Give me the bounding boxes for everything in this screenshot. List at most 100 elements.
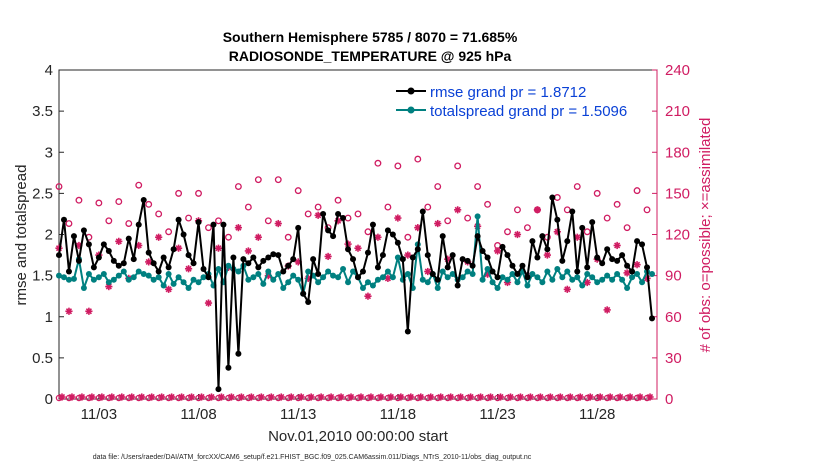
obs-possible-point: [264, 217, 272, 225]
obs-assimilated-stroke: [188, 393, 195, 401]
rmse-point: [85, 241, 92, 248]
rmse-point: [584, 264, 591, 271]
rmse-point: [569, 208, 576, 215]
rmse-point: [629, 268, 636, 275]
obs-assimilated-stroke: [617, 393, 624, 401]
totalspread-point: [335, 274, 342, 281]
obs-assimilated-point: [135, 241, 143, 250]
totalspread-point: [534, 274, 541, 281]
left-tick-label: 1: [45, 309, 53, 326]
obs-possible-point: [105, 217, 113, 225]
rmse-point: [275, 252, 282, 259]
left-axis-ticks: 0 0.5 1 1.5 2 2.5 3 3.5 4: [32, 62, 64, 408]
obs-assimilated-baseline-point: [566, 393, 574, 401]
rmse-point: [285, 262, 292, 269]
obs-possible-point: [504, 228, 511, 236]
rmse-point: [444, 264, 451, 271]
obs-assimilated-stroke: [98, 393, 105, 401]
rmse-point: [195, 219, 202, 226]
totalspread-point: [100, 270, 107, 277]
totalspread-point: [85, 270, 92, 277]
totalspread-point: [320, 274, 327, 281]
totalspread-point: [379, 274, 386, 281]
obs-assimilated-stroke: [614, 242, 621, 249]
obs-assimilated-stroke: [185, 265, 192, 272]
obs-assimilated-baseline-point: [357, 393, 365, 401]
totalspread-point: [245, 276, 252, 283]
obs-assimilated-stroke: [148, 393, 155, 401]
obs-possible-point: [205, 224, 212, 232]
obs-assimilated-point: [563, 285, 571, 293]
totalspread-point: [504, 276, 511, 283]
right-tick-label: 90: [665, 268, 682, 285]
rmse-point: [120, 260, 127, 267]
rmse-point: [350, 256, 357, 263]
obs-assimilated-stroke: [534, 206, 541, 213]
rmse-point: [205, 274, 212, 281]
rmse-point: [100, 241, 107, 248]
rmse-point: [509, 262, 516, 269]
obs-assimilated-stroke: [537, 393, 544, 401]
obs-assimilated-stroke: [477, 393, 484, 401]
totalspread-point: [165, 270, 172, 277]
obs-assimilated-baseline-point: [496, 393, 505, 401]
totalspread-point: [265, 268, 272, 275]
rmse-point: [579, 224, 586, 231]
y-axis-label-left: rmse and totalspread: [13, 165, 30, 306]
rmse-point: [345, 246, 352, 253]
obs-assimilated-stroke: [636, 393, 644, 401]
obs-assimilated-baseline-point: [536, 393, 544, 401]
obs-assimilated-stroke: [507, 393, 514, 401]
obs-assimilated-baseline-point: [178, 393, 186, 401]
obs-assimilated-baseline-point: [486, 393, 495, 401]
obs-assimilated-stroke: [447, 393, 454, 401]
totalspread-point: [514, 279, 521, 286]
rmse-point: [295, 224, 302, 231]
rmse-point: [384, 227, 391, 234]
totalspread-point: [364, 279, 371, 286]
obs-possible-point: [484, 200, 492, 208]
rmse-point: [449, 252, 456, 259]
obs-assimilated-point: [623, 269, 631, 277]
rmse-point: [464, 257, 471, 264]
rmse-point: [250, 254, 257, 261]
obs-assimilated-baseline-point: [397, 393, 405, 401]
totalspread-point: [574, 274, 581, 281]
totalspread-point: [250, 274, 257, 281]
obs-assimilated-stroke: [158, 393, 165, 401]
rmse-point: [155, 268, 162, 275]
rmse-point: [439, 233, 446, 240]
totalspread-point: [594, 279, 601, 286]
obs-assimilated-baseline-point: [68, 393, 76, 401]
obs-assimilated-stroke: [298, 393, 305, 401]
totalspread-point: [369, 282, 376, 289]
rmse-point: [75, 257, 82, 264]
obs-possible-point: [314, 203, 322, 211]
obs-assimilated-point: [583, 278, 591, 287]
totalspread-point: [559, 274, 566, 281]
obs-possible-point: [65, 220, 73, 227]
rmse-point: [280, 268, 287, 275]
rmse-point: [320, 210, 327, 217]
obs-possible-point: [633, 187, 641, 195]
obs-possible-point: [613, 200, 621, 208]
rmse-point: [310, 256, 317, 263]
totalspread-point: [404, 270, 411, 277]
totalspread-point: [155, 274, 162, 281]
obs-possible-point: [573, 183, 581, 190]
obs-assimilated-point: [65, 307, 73, 315]
obs-assimilated-stroke: [414, 224, 421, 231]
totalspread-point: [170, 280, 177, 287]
obs-assimilated-stroke: [387, 393, 394, 401]
obs-assimilated-stroke: [308, 393, 315, 401]
obs-assimilated-baseline-point: [596, 393, 604, 401]
rmse-point: [225, 364, 232, 371]
totalspread-point: [539, 279, 546, 286]
rmse-point: [479, 247, 486, 254]
obs-assimilated-baseline-point: [307, 393, 315, 401]
obs-assimilated-point: [493, 247, 502, 255]
obs-assimilated-stroke: [384, 275, 391, 282]
obs-assimilated-stroke: [404, 251, 411, 259]
obs-assimilated-stroke: [198, 393, 205, 401]
right-tick-label: 0: [665, 391, 673, 408]
